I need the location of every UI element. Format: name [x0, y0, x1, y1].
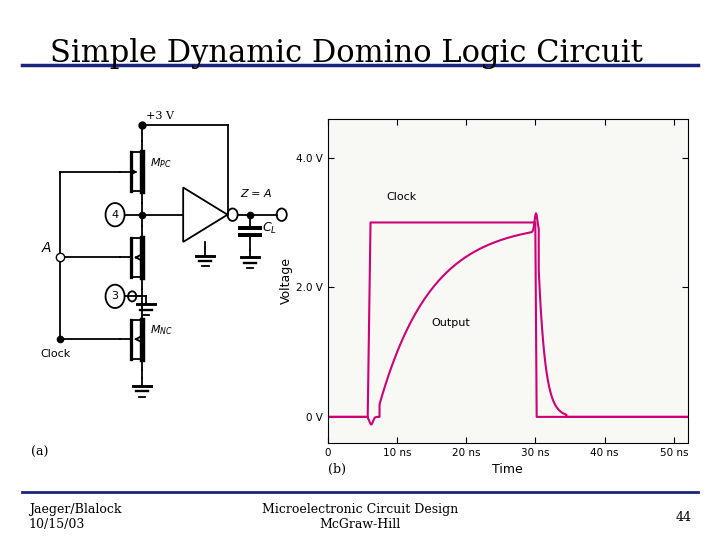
Text: $M_{PC}$: $M_{PC}$ [150, 156, 171, 170]
Text: Jaeger/Blalock
10/15/03: Jaeger/Blalock 10/15/03 [29, 503, 121, 531]
Text: Output: Output [431, 318, 470, 328]
X-axis label: Time: Time [492, 463, 523, 476]
Text: Z = A: Z = A [240, 189, 272, 199]
Text: $M_{NC}$: $M_{NC}$ [150, 323, 173, 337]
Text: (b): (b) [328, 462, 346, 476]
Text: Microelectronic Circuit Design
McGraw-Hill: Microelectronic Circuit Design McGraw-Hi… [262, 503, 458, 531]
Text: 3: 3 [112, 292, 119, 301]
Y-axis label: Voltage: Voltage [280, 257, 293, 305]
Text: Clock: Clock [40, 349, 71, 359]
Text: (a): (a) [31, 446, 48, 459]
Text: 4: 4 [112, 210, 119, 220]
Text: Clock: Clock [387, 192, 417, 202]
Text: +3 V: +3 V [145, 111, 174, 122]
Text: Simple Dynamic Domino Logic Circuit: Simple Dynamic Domino Logic Circuit [50, 38, 643, 69]
Text: $C_L$: $C_L$ [262, 220, 276, 235]
Text: 44: 44 [675, 511, 691, 524]
Text: A: A [42, 241, 52, 255]
